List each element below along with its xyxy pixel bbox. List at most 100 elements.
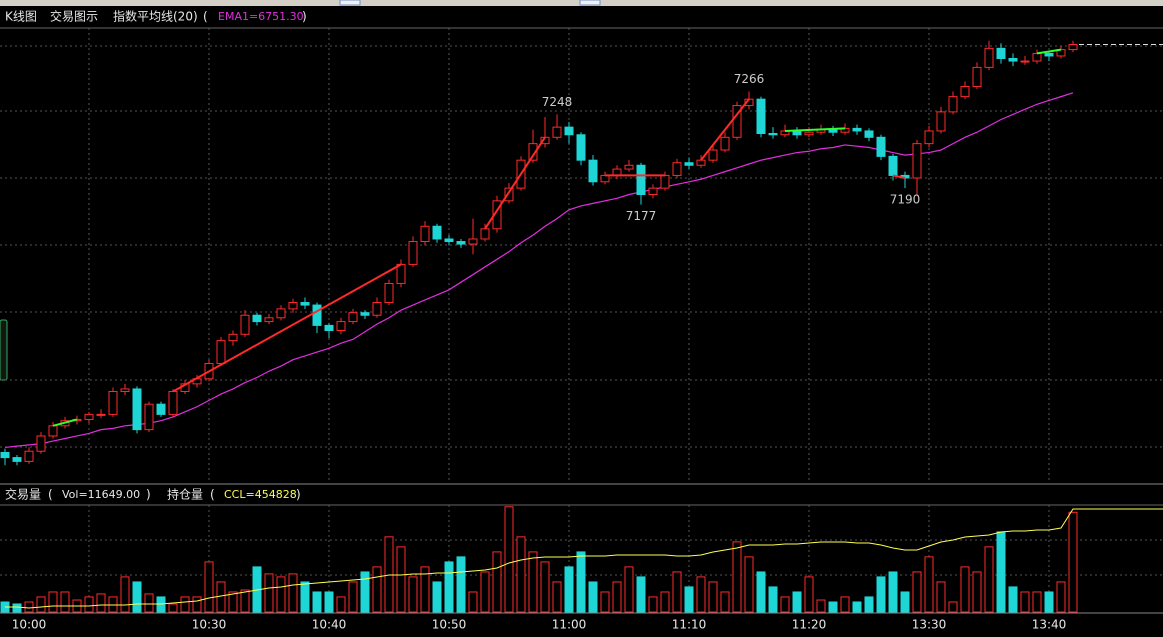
volume-bar (684, 586, 694, 613)
volume-bar (840, 596, 850, 613)
volume-bar (564, 566, 574, 613)
volume-bar (336, 596, 346, 613)
candle-body (228, 333, 238, 342)
volume-bar (12, 603, 22, 613)
volume-bar (972, 571, 982, 613)
scroll-handle[interactable] (0, 319, 8, 381)
candle-body (696, 159, 706, 166)
volume-bar (504, 506, 514, 613)
volume-bar (852, 601, 862, 613)
volume-bar (384, 536, 394, 613)
volume-bar (636, 576, 646, 613)
open-interest-line (5, 508, 1163, 609)
volume-bar (948, 601, 958, 613)
top-button (579, 0, 601, 6)
price-annotation: 7177 (626, 209, 657, 223)
candle-body (96, 413, 106, 416)
volume-bar (1020, 591, 1030, 613)
volume-bar (528, 551, 538, 613)
volume-bar (432, 581, 442, 613)
candle-body (636, 164, 646, 195)
candle-body (36, 435, 46, 452)
candle-body (468, 238, 478, 245)
candle-body (360, 312, 370, 316)
volume-bar (96, 593, 106, 613)
volume-bar (672, 571, 682, 613)
candle-body (1068, 44, 1078, 51)
candle-body (1032, 52, 1042, 62)
volume-bar (624, 566, 634, 613)
volume-bar (1032, 591, 1042, 613)
volume-bar (912, 571, 922, 613)
candle-body (768, 132, 778, 136)
x-tick-label: 10:40 (312, 618, 347, 632)
candle-body (684, 162, 694, 166)
volume-bar (588, 581, 598, 613)
candle-body (288, 302, 298, 310)
x-tick-label: 11:10 (672, 618, 707, 632)
trade-line (892, 174, 906, 179)
volume-bar (216, 581, 226, 613)
header-paren: ) (302, 10, 307, 24)
candle-body (264, 317, 274, 323)
volume-paren: ( (48, 488, 53, 502)
volume-bar (84, 596, 94, 613)
x-tick-label: 10:00 (12, 618, 47, 632)
volume-bar (60, 591, 70, 613)
price-annotation: 7248 (542, 95, 573, 109)
volume-bar (552, 581, 562, 613)
ema-line (4, 92, 1074, 449)
candle-body (888, 155, 898, 176)
candle-body (156, 403, 166, 415)
header-paren: ( (203, 10, 208, 24)
volume-bar (120, 576, 130, 613)
trade-line (784, 127, 846, 132)
trade-line (700, 98, 750, 161)
volume-bar (576, 551, 586, 613)
trade-line (172, 263, 402, 393)
volume-bar (828, 601, 838, 613)
x-tick-label: 10:50 (432, 618, 467, 632)
volume-bar (696, 576, 706, 613)
candle-body (432, 225, 442, 240)
volume-bar (924, 556, 934, 613)
trade-line (484, 136, 546, 230)
candle-body (384, 282, 394, 304)
oi-paren: ( (210, 488, 215, 502)
candle-body (948, 96, 958, 113)
candle-body (12, 457, 22, 462)
header-kline[interactable]: K线图 (5, 10, 37, 24)
x-tick-label: 11:00 (552, 618, 587, 632)
candle-body (972, 66, 982, 87)
candle-body (444, 238, 454, 243)
candle-body (396, 263, 406, 284)
volume-bar (240, 589, 250, 613)
volume-bar (324, 591, 334, 613)
volume-bar (936, 581, 946, 613)
volume-bar (288, 573, 298, 613)
candle-body (84, 413, 94, 420)
candle-body (648, 187, 658, 195)
volume-bar (1056, 581, 1066, 613)
volume-bar (744, 556, 754, 613)
volume-bar (396, 546, 406, 613)
volume-bar (984, 546, 994, 613)
volume-bar (1068, 511, 1078, 613)
x-tick-label: 13:40 (1032, 618, 1067, 632)
candle-body (312, 304, 322, 326)
volume-bar (792, 591, 802, 613)
candle-body (732, 105, 742, 138)
volume-bar (648, 596, 658, 613)
volume-bar (132, 581, 142, 613)
header-trade-chart[interactable]: 交易图示 (50, 9, 98, 24)
candle-body (672, 162, 682, 176)
volume-bar (276, 576, 286, 613)
volume-bar (708, 581, 718, 613)
candle-body (108, 390, 118, 415)
volume-bar (48, 591, 58, 613)
candle-body (132, 388, 142, 431)
candle-body (456, 241, 466, 245)
candle-body (588, 159, 598, 183)
volume-bar (1008, 586, 1018, 613)
candle-body (216, 340, 226, 365)
